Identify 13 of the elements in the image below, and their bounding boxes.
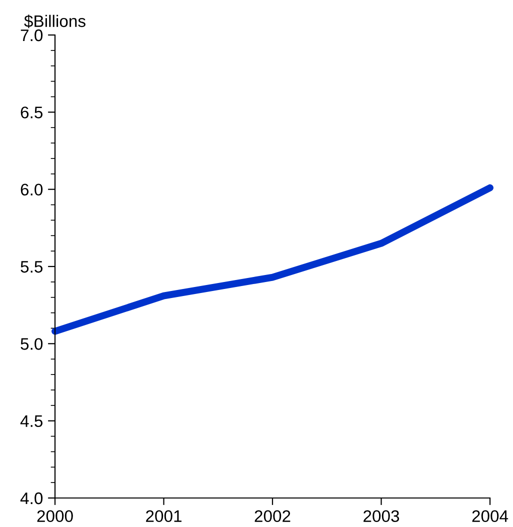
y-axis-title: $Billions <box>24 14 86 28</box>
y-tick-label: 6.5 <box>20 106 42 118</box>
x-tick-label: 2004 <box>472 510 508 522</box>
x-tick-label: 2003 <box>364 510 400 522</box>
x-tick-label: 2001 <box>146 510 182 522</box>
y-tick-label: 7.0 <box>20 29 43 42</box>
y-tick-label: 5.5 <box>20 261 42 273</box>
x-tick-label: 2000 <box>37 510 73 522</box>
y-tick-label: 4.0 <box>20 492 43 504</box>
x-tick-label: 2002 <box>254 510 290 522</box>
y-tick-label: 5.0 <box>20 338 43 350</box>
y-tick-label: 6.0 <box>20 184 43 196</box>
y-tick-label: 4.5 <box>20 415 42 428</box>
